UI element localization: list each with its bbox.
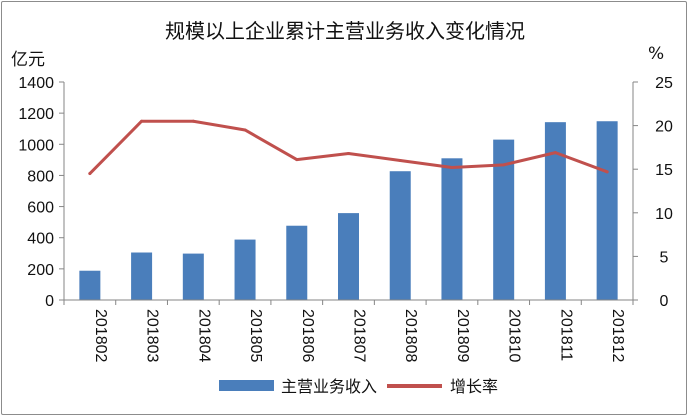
x-tick-label: 201803 bbox=[144, 309, 161, 362]
x-tick-label: 201806 bbox=[299, 309, 316, 362]
bar-201804 bbox=[182, 253, 204, 300]
x-tick-label: 201804 bbox=[195, 309, 212, 362]
legend: 主营业务收入 增长率 bbox=[219, 377, 498, 396]
x-tick-labels: 201802 201803 201804 201805 201806 201807 2018… bbox=[92, 309, 626, 362]
bar-201810 bbox=[493, 139, 515, 300]
y-left-tick-label: 600 bbox=[27, 200, 54, 217]
bar-201807 bbox=[338, 213, 359, 300]
y-right-tick-label: 25 bbox=[655, 75, 673, 92]
growth-point-201807 bbox=[347, 152, 350, 156]
bar-201811 bbox=[544, 122, 566, 300]
bar-201812 bbox=[596, 121, 618, 301]
y-left-tick-label: 800 bbox=[27, 168, 54, 185]
growth-point-201811 bbox=[553, 151, 557, 155]
x-tick-label: 201802 bbox=[92, 309, 109, 362]
y-right-tick-label: 20 bbox=[655, 119, 673, 136]
x-tick-label: 201810 bbox=[506, 309, 523, 362]
chart-title: 规模以上企业累计主营业务收入变化情况 bbox=[165, 19, 525, 43]
growth-point-201804 bbox=[191, 119, 195, 123]
y-left-tick-label: 1400 bbox=[18, 75, 54, 92]
growth-point-201805 bbox=[243, 128, 247, 132]
legend-swatch-revenue bbox=[219, 380, 274, 391]
bar-201806 bbox=[286, 225, 308, 300]
x-tick-label: 201812 bbox=[609, 309, 626, 362]
y-right-tick-label: 5 bbox=[660, 249, 669, 266]
growth-point-201810 bbox=[502, 163, 506, 167]
growth-line bbox=[88, 119, 609, 176]
y-left-tick-labels: 0 200 400 600 800 1000 1200 1400 bbox=[18, 75, 54, 310]
growth-point-201802 bbox=[88, 172, 92, 176]
axes bbox=[59, 81, 638, 305]
growth-point-201803 bbox=[140, 119, 144, 123]
y-right-tick-label: 0 bbox=[660, 293, 669, 310]
x-tick-label: 201809 bbox=[454, 309, 471, 362]
y-right-tick-label: 10 bbox=[655, 206, 673, 223]
bar-201805 bbox=[234, 239, 256, 300]
growth-point-201808 bbox=[398, 158, 402, 162]
y-left-tick-label: 200 bbox=[27, 262, 54, 279]
y-right-label: % bbox=[648, 44, 664, 64]
y-left-tick-label: 400 bbox=[27, 231, 54, 248]
growth-point-201806 bbox=[295, 158, 299, 162]
x-tick-label: 201808 bbox=[402, 309, 419, 362]
bar-201809 bbox=[441, 158, 463, 300]
y-left-tick-label: 1000 bbox=[18, 137, 54, 154]
bar-series-revenue bbox=[79, 121, 618, 301]
y-left-tick-label: 0 bbox=[45, 293, 54, 310]
legend-label-revenue: 主营业务收入 bbox=[281, 377, 377, 396]
x-tick-label: 201807 bbox=[351, 309, 368, 362]
y-right-tick-label: 15 bbox=[655, 162, 673, 179]
y-left-label: 亿元 bbox=[11, 50, 45, 70]
bar-201808 bbox=[389, 171, 411, 300]
growth-point-201809 bbox=[450, 165, 454, 169]
y-left-tick-label: 1200 bbox=[18, 106, 54, 123]
x-tick-label: 201811 bbox=[557, 309, 574, 361]
bar-201803 bbox=[131, 252, 153, 300]
x-tick-label: 201805 bbox=[247, 309, 264, 362]
growth-point-201812 bbox=[605, 170, 609, 174]
y-right-tick-labels: 0 5 10 15 20 25 bbox=[655, 75, 673, 310]
line-series-growth bbox=[88, 119, 609, 176]
legend-label-growth: 增长率 bbox=[450, 377, 498, 396]
bar-201802 bbox=[79, 270, 101, 300]
